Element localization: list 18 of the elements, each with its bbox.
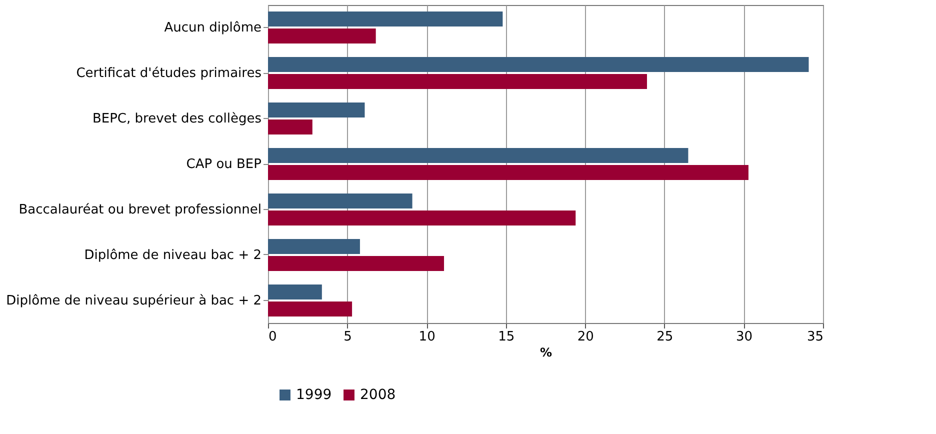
y-tick-label: Baccalauréat ou brevet professionnel [18, 202, 262, 218]
legend-label: 2008 [360, 387, 396, 403]
y-tick-label: Certificat d'études primaires [76, 66, 262, 82]
y-tick-label: Diplôme de niveau supérieur à bac + 2 [6, 293, 262, 308]
x-tick-label: 5 [344, 330, 352, 344]
x-axis-title: % [540, 346, 552, 360]
y-tick-label: Diplôme de niveau bac + 2 [84, 248, 262, 263]
y-tick-label: CAP ou BEP [186, 157, 262, 172]
x-tick-label: 15 [498, 330, 515, 344]
x-tick-label: 25 [656, 330, 674, 344]
x-tick-label: 10 [418, 330, 436, 344]
y-tick-label: BEPC, brevet des collèges [92, 112, 262, 127]
x-tick-label: 35 [806, 330, 824, 344]
x-tick-label: 0 [268, 330, 277, 344]
y-tick-label: Aucun diplôme [164, 20, 262, 36]
x-tick-label: 20 [577, 330, 594, 344]
x-tick-label: 30 [736, 330, 752, 344]
legend-label: 1999 [296, 387, 332, 403]
